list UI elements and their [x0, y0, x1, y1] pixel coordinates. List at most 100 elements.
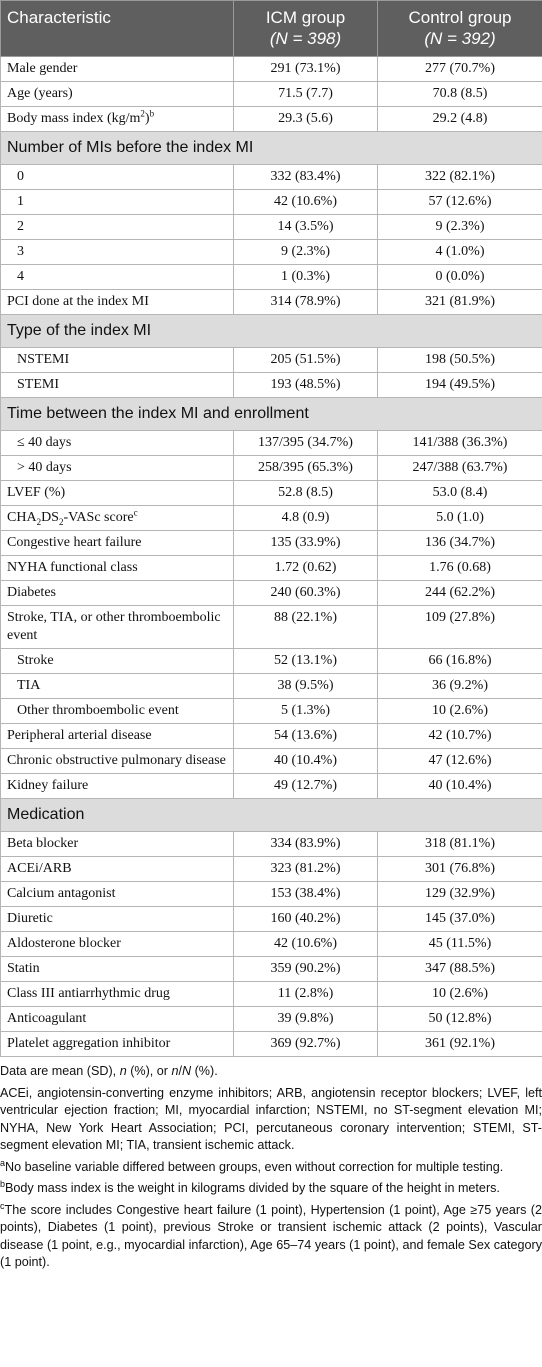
text: 301 (76.8%)	[425, 861, 495, 876]
row: NYHA functional class 1.72 (0.62) 1.76 (0.…	[0, 555, 542, 581]
text: Diuretic	[7, 911, 53, 926]
text-run: (N = 392)	[424, 29, 496, 48]
footnotes: Data are mean (SD), n (%), or n/N (%). AC…	[0, 1057, 542, 1272]
text: NSTEMI	[17, 352, 70, 367]
value-cell: 5 (1.3%)	[233, 698, 378, 724]
value-cell: 322 (82.1%)	[377, 164, 542, 190]
text: 5.0 (1.0)	[436, 510, 484, 525]
label-cell: Statin	[0, 956, 234, 982]
value-cell: 45 (11.5%)	[377, 931, 542, 957]
value-cell: 50 (12.8%)	[377, 1006, 542, 1032]
text: 347 (88.5%)	[425, 961, 495, 976]
header-cell: Characteristic	[0, 0, 234, 57]
text: 11 (2.8%)	[277, 986, 334, 1001]
row: Age (years) 71.5 (7.7) 70.8 (8.5)	[0, 81, 542, 107]
value-cell: 240 (60.3%)	[233, 580, 378, 606]
text: TIA	[17, 678, 41, 693]
text: Medication	[7, 806, 85, 823]
text: 14 (3.5%)	[277, 219, 334, 234]
row: Aldosterone blocker 42 (10.6%) 45 (11.5%)	[0, 931, 542, 957]
text: 193 (48.5%)	[270, 377, 341, 392]
row: Male gender 291 (73.1%) 277 (70.7%)	[0, 56, 542, 82]
value-cell: 40 (10.4%)	[377, 773, 542, 799]
value-cell: 135 (33.9%)	[233, 530, 378, 556]
text: Other thromboembolic event	[17, 703, 179, 718]
text: 247/388 (63.7%)	[412, 460, 508, 475]
text: 42 (10.6%)	[274, 194, 337, 209]
text-run: ICM group	[265, 8, 346, 27]
value-cell: 9 (2.3%)	[233, 239, 378, 265]
value-cell: 153 (38.4%)	[233, 881, 378, 907]
text: Aldosterone blocker	[7, 936, 121, 951]
row: Diabetes 240 (60.3%) 244 (62.2%)	[0, 580, 542, 606]
value-cell: 160 (40.2%)	[233, 906, 378, 932]
text: Characteristic	[7, 8, 111, 27]
footnote: Data are mean (SD), n (%), or n/N (%).	[0, 1063, 542, 1081]
text: 42 (10.6%)	[274, 936, 337, 951]
value-cell: 66 (16.8%)	[377, 648, 542, 674]
table-body: Male gender 291 (73.1%) 277 (70.7%) Age (ye…	[0, 56, 542, 1057]
text: 318 (81.1%)	[425, 836, 495, 851]
text: 88 (22.1%)	[274, 610, 337, 625]
row: Class III antiarrhythmic drug 11 (2.8%) 10…	[0, 981, 542, 1007]
text: 145 (37.0%)	[425, 911, 495, 926]
value-cell: 10 (2.6%)	[377, 698, 542, 724]
text: Chronic obstructive pulmonary disease	[7, 753, 226, 768]
text: 332 (83.4%)	[270, 169, 341, 184]
text: 4.8 (0.9)	[281, 510, 330, 525]
text: 194 (49.5%)	[425, 377, 495, 392]
text: Beta blocker	[7, 836, 79, 851]
text: 109 (27.8%)	[425, 610, 495, 625]
row: 1 42 (10.6%) 57 (12.6%)	[0, 189, 542, 215]
row: Number of MIs before the index MI	[0, 131, 542, 165]
text-run: -VASc score	[63, 510, 134, 525]
text-run: 2	[140, 108, 145, 119]
text: 240 (60.3%)	[270, 585, 341, 600]
value-cell: 145 (37.0%)	[377, 906, 542, 932]
label-cell: > 40 days	[0, 455, 234, 481]
row: TIA 38 (9.5%) 36 (9.2%)	[0, 673, 542, 699]
text-run: Body mass index (kg/m	[7, 111, 141, 126]
label-cell: Aldosterone blocker	[0, 931, 234, 957]
section-cell: Type of the index MI	[0, 314, 542, 348]
value-cell: 205 (51.5%)	[233, 347, 378, 373]
header-row: Characteristic ICM group (N = 398) Control …	[0, 0, 542, 57]
text: 1.76 (0.68)	[429, 560, 491, 575]
text-run: (N = 398)	[269, 29, 342, 48]
text: STEMI	[17, 377, 59, 392]
text: 1.72 (0.62)	[274, 560, 337, 575]
value-cell: 14 (3.5%)	[233, 214, 378, 240]
text: 29.2 (4.8)	[432, 111, 488, 126]
label-cell: ≤ 40 days	[0, 430, 234, 456]
value-cell: 141/388 (36.3%)	[377, 430, 542, 456]
label-cell: LVEF (%)	[0, 480, 234, 506]
header-cell: Control group (N = 392)	[377, 0, 542, 57]
text: 334 (83.9%)	[270, 836, 341, 851]
text-run: DS	[41, 510, 59, 525]
label-cell: NYHA functional class	[0, 555, 234, 581]
text: 135 (33.9%)	[270, 535, 341, 550]
value-cell: 314 (78.9%)	[233, 289, 378, 315]
text: 314 (78.9%)	[270, 294, 341, 309]
footnote: aNo baseline variable differed between g…	[0, 1157, 542, 1177]
value-cell: 4.8 (0.9)	[233, 505, 378, 531]
text: 39 (9.8%)	[277, 1011, 334, 1026]
row: 2 14 (3.5%) 9 (2.3%)	[0, 214, 542, 240]
text: 4 (1.0%)	[435, 244, 485, 259]
value-cell: 70.8 (8.5)	[377, 81, 542, 107]
footnote: ACEi, angiotensin-converting enzyme inhi…	[0, 1085, 542, 1155]
value-cell: 47 (12.6%)	[377, 748, 542, 774]
label-cell: Diabetes	[0, 580, 234, 606]
row: Kidney failure 49 (12.7%) 40 (10.4%)	[0, 773, 542, 799]
text: 70.8 (8.5)	[432, 86, 488, 101]
value-cell: 9 (2.3%)	[377, 214, 542, 240]
value-cell: 53.0 (8.4)	[377, 480, 542, 506]
text: 136 (34.7%)	[425, 535, 495, 550]
row: Chronic obstructive pulmonary disease 40 …	[0, 748, 542, 774]
value-cell: 1 (0.3%)	[233, 264, 378, 290]
label-cell: Class III antiarrhythmic drug	[0, 981, 234, 1007]
text-run: a	[0, 1157, 6, 1168]
label-cell: Congestive heart failure	[0, 530, 234, 556]
value-cell: 369 (92.7%)	[233, 1031, 378, 1057]
row: ≤ 40 days 137/395 (34.7%) 141/388 (36.3%)	[0, 430, 542, 456]
